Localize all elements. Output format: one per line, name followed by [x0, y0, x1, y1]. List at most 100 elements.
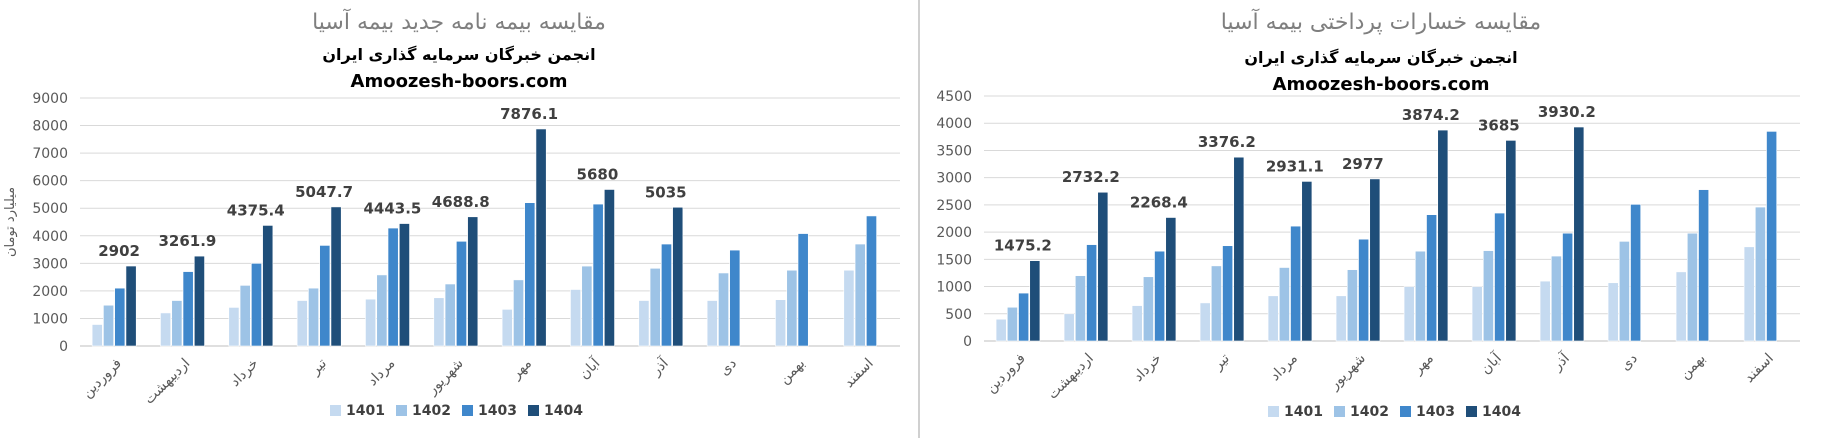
x-tick-label: اردیبهشت	[141, 356, 193, 408]
legend-swatch-1402	[1334, 406, 1345, 417]
data-label: 7876.1	[500, 105, 558, 123]
y-tick-label: 2500	[936, 198, 972, 214]
bar-1404	[1029, 260, 1041, 342]
y-tick-label: 3000	[936, 171, 972, 187]
data-label: 3261.9	[158, 232, 216, 250]
y-axis-label: میلیارد تومان	[3, 187, 18, 257]
bar-1403	[114, 287, 126, 347]
bar-1404	[1097, 191, 1109, 342]
data-label: 3685	[1478, 116, 1520, 134]
bar-1404	[672, 206, 684, 347]
y-tick-label: 3500	[936, 143, 972, 159]
legend-swatch-1404	[1466, 406, 1477, 417]
x-tick-label: اسفند	[841, 356, 877, 392]
bar-1404	[1369, 178, 1381, 342]
bar-1404	[330, 206, 342, 347]
bar-1402	[1210, 265, 1222, 342]
data-label: 2977	[1342, 155, 1384, 173]
legend-label-1404: 1404	[544, 403, 583, 419]
bar-1401	[433, 297, 445, 347]
bar-1404	[467, 216, 479, 347]
data-label: 4375.4	[227, 201, 285, 219]
bar-1402	[103, 304, 114, 347]
bar-1404	[398, 223, 410, 347]
bar-1401	[1199, 302, 1211, 342]
x-tick-label: آذر	[1548, 349, 1573, 374]
y-tick-label: 2000	[936, 225, 972, 241]
x-tick-label: آبان	[1477, 349, 1506, 378]
bar-chart-claims: 0 500 1000 1500 2000 2500 3000 3500 4000 4500 1475…	[936, 89, 1800, 420]
x-tick-label: مرداد	[1267, 351, 1301, 385]
bar-1402	[1686, 232, 1698, 342]
bar-1402	[1414, 250, 1426, 342]
watermark-url: Amoozesh-boors.com	[350, 71, 568, 92]
bar-chart-new-policies: 0 1000 2000 3000 4000 5000 6000 7000 8000 9000 میل…	[3, 91, 900, 419]
bar-1402	[239, 285, 251, 347]
y-tick-label: 1000	[32, 311, 68, 327]
bar-1402	[1346, 269, 1358, 342]
data-label: 4443.5	[363, 200, 421, 218]
x-tick-label: دی	[1617, 351, 1640, 374]
bar-1404	[1301, 181, 1313, 342]
bar-1403	[251, 263, 262, 347]
legend-label-1401: 1401	[1284, 404, 1323, 420]
y-tick-label: 6000	[32, 174, 68, 190]
data-label: 2268.4	[1130, 193, 1188, 211]
x-tick-label: فروردین	[79, 356, 125, 402]
x-tick-label: فروردین	[983, 351, 1029, 397]
bar-1403	[1698, 189, 1710, 342]
bar-1402	[1074, 275, 1086, 342]
data-label: 5680	[577, 165, 619, 183]
y-tick-label: 2000	[32, 284, 68, 300]
x-tick-label: شهریور	[1326, 351, 1369, 394]
x-tick-label: مهر	[508, 356, 535, 383]
x-tick-label: دی	[717, 356, 740, 379]
bar-1403	[1154, 250, 1166, 342]
legend-swatch-1401	[330, 405, 341, 416]
data-label: 2931.1	[1266, 157, 1324, 175]
bar-1403	[866, 215, 877, 347]
bar-1401	[1471, 286, 1483, 342]
bar-1404	[1505, 140, 1517, 342]
x-tick-label: اسفند	[1741, 351, 1777, 387]
panel-divider	[918, 0, 920, 438]
bar-1401	[296, 300, 308, 347]
y-tick-label: 0	[59, 339, 68, 355]
data-label: 5047.7	[295, 183, 353, 201]
y-tick-label: 4000	[32, 229, 68, 245]
x-tick-label: تیر	[1210, 350, 1233, 373]
x-tick-label: خرداد	[227, 356, 261, 390]
bar-1401	[638, 300, 650, 347]
bar-1404	[1573, 126, 1585, 342]
data-label: 3376.2	[1198, 133, 1256, 151]
bar-1404	[1165, 217, 1177, 342]
y-tick-label: 1500	[936, 252, 972, 268]
bar-1403	[729, 249, 741, 347]
y-tick-label: 8000	[32, 119, 68, 135]
bar-1402	[1482, 250, 1494, 342]
chart-title: مقایسه بیمه نامه جدید بیمه آسیا	[312, 10, 606, 35]
bar-1401	[365, 298, 377, 347]
bar-1401	[228, 307, 240, 347]
bar-1403	[1358, 238, 1370, 342]
bar-1402	[718, 272, 729, 347]
y-tick-label: 0	[963, 334, 972, 350]
bar-1403	[319, 245, 331, 347]
legend-swatch-1402	[396, 405, 407, 416]
bar-1401	[1607, 282, 1619, 342]
bar-1403	[1290, 225, 1302, 342]
bar-1402	[854, 243, 866, 347]
y-tick-label: 500	[945, 307, 972, 323]
bar-1403	[387, 227, 399, 347]
bar-1401	[1403, 286, 1415, 342]
bar-1403	[456, 240, 467, 347]
bar-1401	[1743, 246, 1755, 342]
bar-1402	[581, 265, 593, 347]
bar-1403	[524, 202, 536, 347]
bar-1401	[91, 324, 103, 347]
bar-1404	[1233, 156, 1245, 342]
data-label: 2732.2	[1062, 168, 1120, 186]
bar-1403	[182, 271, 194, 347]
bar-1401	[1131, 305, 1143, 342]
legend-label-1402: 1402	[412, 403, 451, 419]
